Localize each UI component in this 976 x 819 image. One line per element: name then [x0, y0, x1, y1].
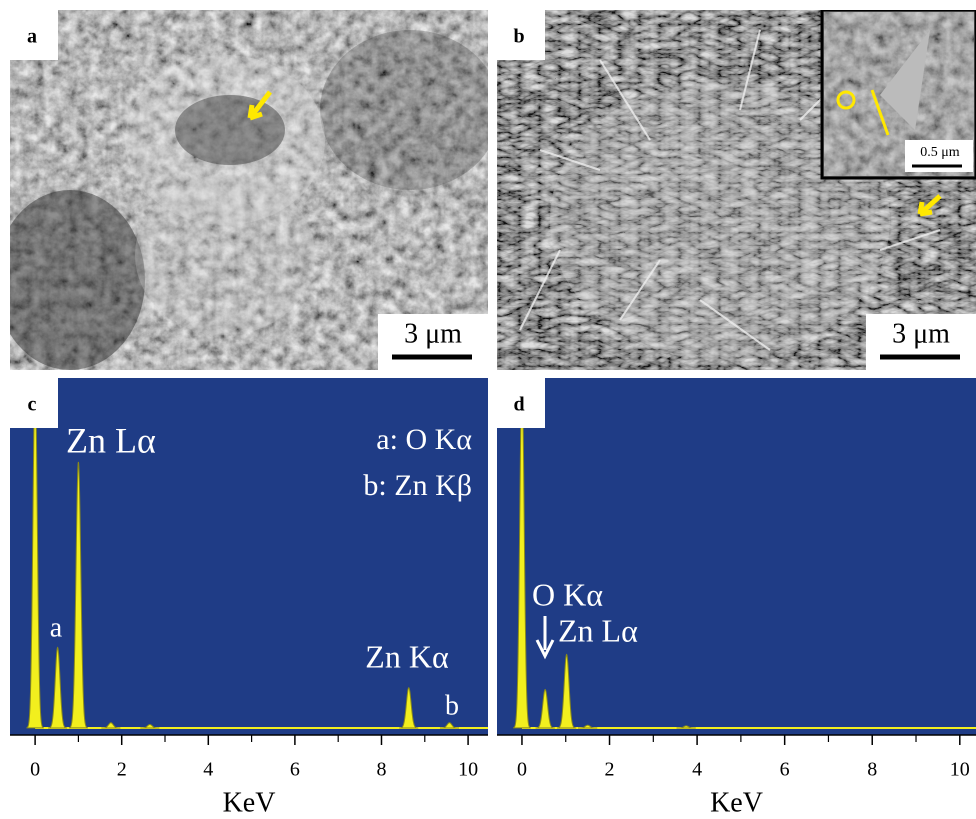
- x-tick-label: 2: [605, 759, 615, 781]
- annotation: a: [50, 612, 63, 643]
- panel-label: c: [28, 394, 37, 416]
- x-tick-label: 4: [203, 759, 213, 781]
- x-tick-label: 0: [30, 759, 40, 781]
- x-tick-label: 0: [517, 759, 527, 781]
- x-tick-label: 10: [950, 759, 970, 781]
- scale-bar-label: 3 μm: [892, 318, 950, 349]
- x-axis-label: KeV: [223, 787, 276, 818]
- annotation: b: [445, 690, 459, 721]
- x-tick-label: 8: [867, 759, 877, 781]
- x-tick-label: 10: [458, 759, 478, 781]
- figure: 0.5 μm a b 3 μm 3 μm 0 2 4 6 8 10 KeV c Zn Lα a: …: [0, 0, 976, 819]
- panel-label: a: [27, 26, 37, 48]
- panel-label: d: [513, 394, 524, 416]
- scale-bar-label: 3 μm: [404, 318, 462, 349]
- annotation: O Kα: [532, 576, 603, 612]
- annotation: Zn Lα: [66, 420, 156, 460]
- x-tick-label: 6: [290, 759, 300, 781]
- annotation: Zn Lα: [558, 612, 638, 648]
- annotation: Zn Kα: [365, 638, 449, 674]
- x-tick-label: 4: [692, 759, 702, 781]
- x-axis-label: KeV: [710, 787, 763, 818]
- annotation: a: O Kα: [376, 423, 472, 456]
- x-tick-label: 6: [780, 759, 790, 781]
- x-tick-label: 8: [376, 759, 386, 781]
- panel-label: b: [513, 26, 524, 48]
- x-tick-label: 2: [117, 759, 127, 781]
- inset-scale-bar-label: 0.5 μm: [920, 145, 960, 160]
- annotation: b: Zn Kβ: [363, 469, 472, 502]
